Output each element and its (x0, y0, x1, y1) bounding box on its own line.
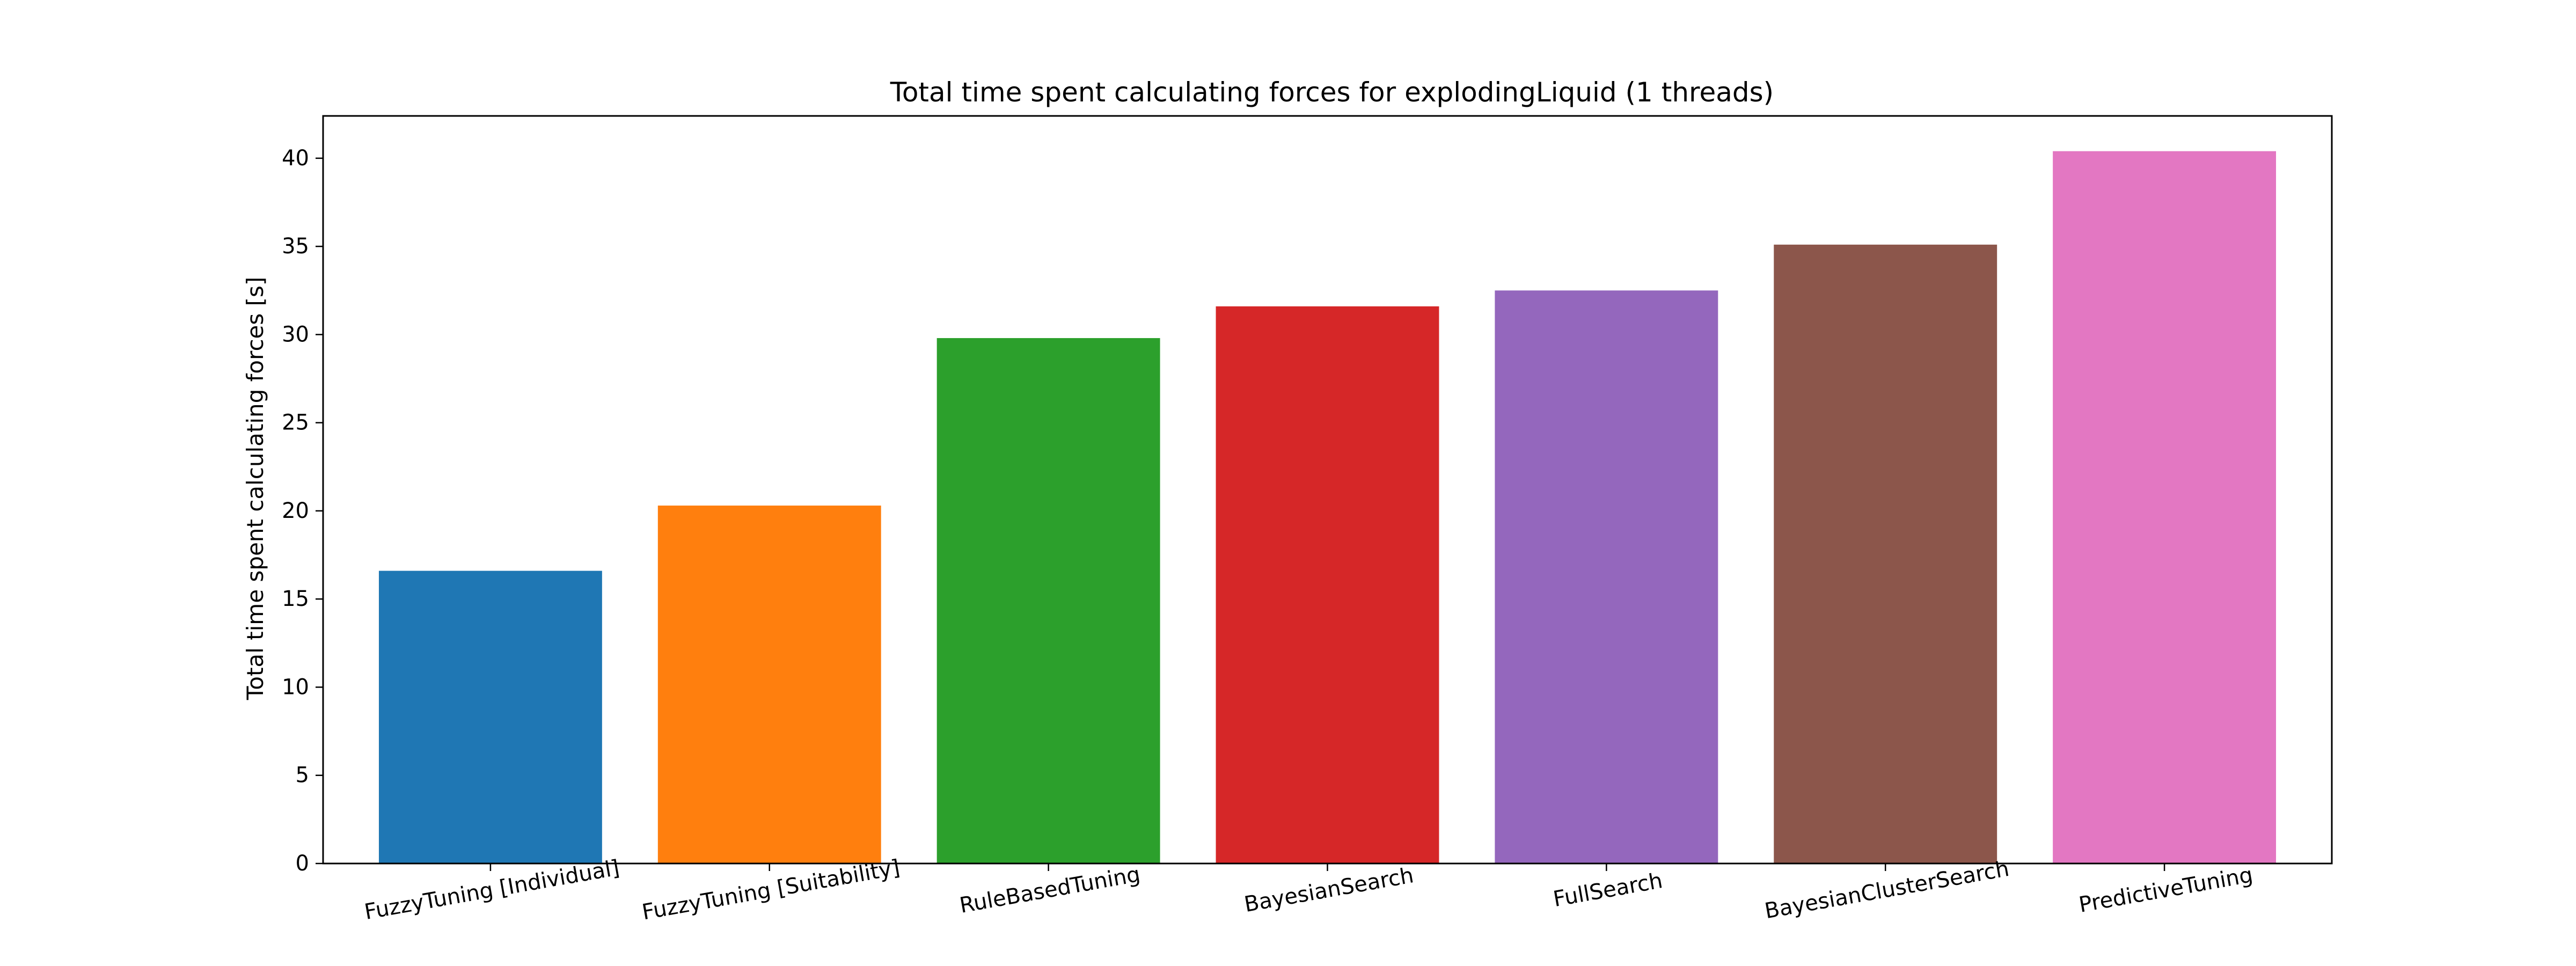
x-tick-label: BayesianClusterSearch (1763, 857, 2011, 924)
x-tick-label: PredictiveTuning (2077, 862, 2255, 917)
y-tick-label: 25 (282, 411, 309, 435)
bar-2 (657, 506, 881, 863)
bar-3 (936, 338, 1160, 863)
y-tick-label: 0 (296, 851, 309, 876)
bar-1 (378, 570, 602, 863)
y-tick-label: 5 (296, 763, 309, 788)
x-axis-ticks: FuzzyTuning [Individual] FuzzyTuning [Sui… (363, 855, 2255, 925)
bars-group (378, 151, 2277, 864)
x-tick-label: FuzzyTuning [Suitability] (640, 855, 902, 925)
x-tick-label: BayesianSearch (1242, 863, 1416, 917)
y-tick-label: 35 (282, 234, 309, 259)
bar-6 (1774, 244, 1997, 864)
bar-4 (1216, 306, 1439, 863)
y-tick-label: 40 (282, 146, 309, 171)
bar-7 (2053, 151, 2277, 864)
plot-frame (322, 115, 2333, 865)
x-tick-label: FuzzyTuning [Individual] (363, 855, 621, 925)
bar-5 (1495, 290, 1718, 863)
y-axis-label: Total time spent calculating forces [s] (242, 277, 268, 701)
y-tick-label: 20 (282, 499, 309, 523)
y-tick-label: 30 (282, 322, 309, 347)
y-axis-ticks: 0 5 10 15 20 25 30 35 40 (282, 146, 323, 876)
y-tick-label: 15 (282, 587, 309, 611)
y-tick-label: 10 (282, 675, 309, 699)
x-tick-label: FullSearch (1552, 868, 1665, 912)
x-tick-label: RuleBasedTuning (958, 862, 1143, 918)
chart-title: Total time spent calculating forces for … (890, 77, 1774, 108)
